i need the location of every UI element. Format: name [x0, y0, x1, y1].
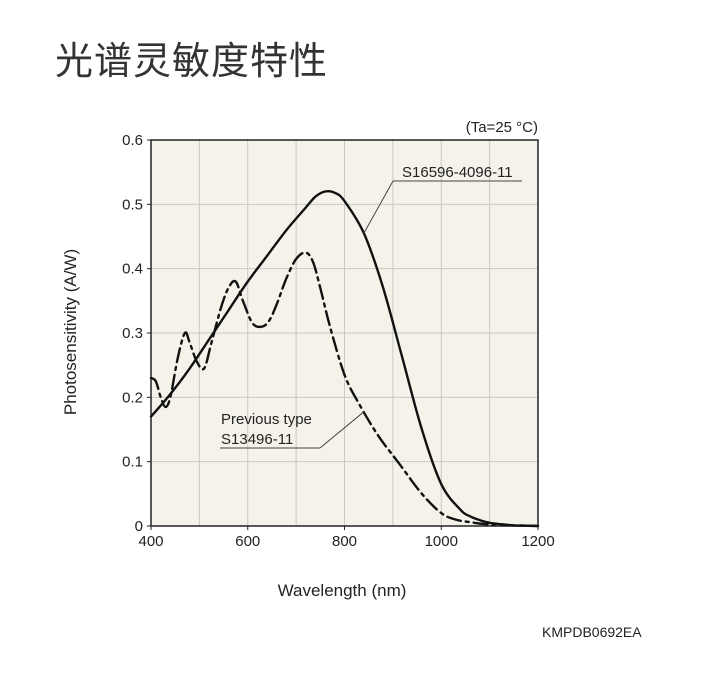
- x-tick-label: 1200: [521, 533, 554, 550]
- x-tick-label: 1000: [425, 533, 458, 550]
- y-tick-label: 0.1: [122, 454, 143, 471]
- series-line-s16596: [149, 189, 540, 528]
- y-tick-label: 0.6: [122, 132, 143, 149]
- y-axis-label: Photosensitivity (A/W): [61, 249, 80, 415]
- x-axis-label: Wavelength (nm): [278, 581, 407, 600]
- x-tick-label: 400: [138, 533, 163, 550]
- y-tick-label: 0: [135, 518, 143, 535]
- y-tick-label: 0.2: [122, 389, 143, 406]
- x-tick-label: 800: [332, 533, 357, 550]
- y-tick-label: 0.5: [122, 196, 143, 213]
- y-tick-label: 0.3: [122, 325, 143, 342]
- annotation-label-s13496: S13496-11: [221, 431, 293, 448]
- condition-note: (Ta=25 °C): [466, 119, 538, 136]
- series-line-s13496: [149, 251, 540, 528]
- annotation-label-previous-type: Previous type: [221, 411, 312, 428]
- annotation-leader-s16596: [363, 180, 394, 234]
- annotation-leader-s13496: [319, 411, 365, 449]
- document-code: KMPDB0692EA: [542, 624, 642, 640]
- x-tick-label: 600: [235, 533, 260, 550]
- annotation-label-s16596: S16596-4096-11: [402, 164, 513, 181]
- page-title: 光谱灵敏度特性: [55, 39, 329, 83]
- y-tick-label: 0.4: [122, 261, 143, 278]
